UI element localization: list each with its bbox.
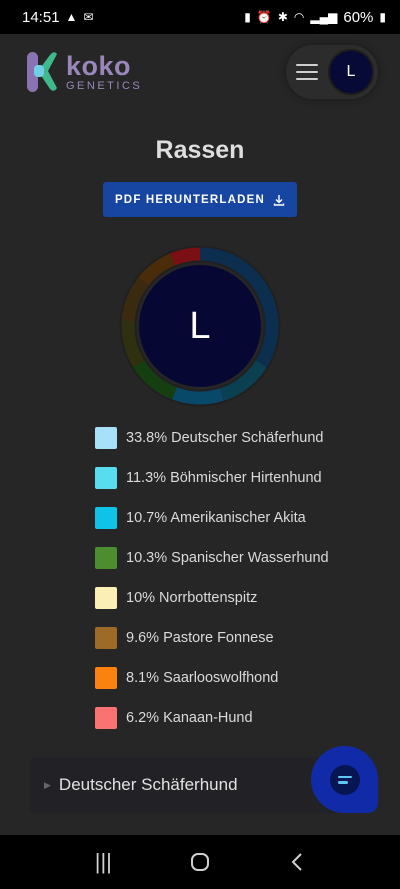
logo-text: koko GENETICS <box>66 50 143 92</box>
donut-segment <box>121 277 149 322</box>
chat-button[interactable] <box>311 746 378 813</box>
legend-swatch <box>95 427 117 449</box>
donut-segment <box>199 247 279 368</box>
app-header: koko GENETICS L <box>0 34 400 110</box>
dog-avatar: L <box>139 265 261 387</box>
android-navbar: ||| <box>0 835 400 889</box>
mail-icon: ✉ <box>83 10 94 24</box>
legend-label: 33.8% Deutscher Schäferhund <box>126 430 324 446</box>
legend-label: 9.6% Pastore Fonnese <box>126 630 274 646</box>
signal-icon: ▂▄▆ <box>310 10 338 24</box>
page-title: Rassen <box>155 136 245 164</box>
legend-label: 8.1% Saarlooswolfhond <box>126 670 279 686</box>
home-icon[interactable] <box>180 842 220 882</box>
legend-swatch <box>95 667 117 689</box>
legend-label: 11.3% Böhmischer Hirtenhund <box>126 470 322 486</box>
status-left: 14:51 ▲ ✉ <box>22 9 94 26</box>
pdf-download-button[interactable]: PDF HERUNTERLADEN <box>103 182 297 217</box>
donut-segment <box>133 360 177 400</box>
wifi-icon: ◠ <box>293 10 305 24</box>
legend-swatch <box>95 547 117 569</box>
breed-donut-chart: L <box>117 243 283 409</box>
legend-label: 10% Norrbottenspitz <box>126 590 258 606</box>
bluetooth-icon: ✱ <box>277 10 288 24</box>
legend-label: 10.7% Amerikanischer Akita <box>126 510 306 526</box>
download-icon <box>273 194 285 206</box>
donut-segment <box>121 320 145 368</box>
legend-swatch <box>95 587 117 609</box>
logo-word: koko <box>66 50 132 81</box>
koko-logo[interactable]: koko GENETICS <box>26 49 142 95</box>
user-avatar-button[interactable]: L <box>328 49 374 95</box>
battery-level: 60% <box>343 8 374 26</box>
legend-swatch <box>95 627 117 649</box>
legend-item: 11.3% Böhmischer Hirtenhund <box>95 458 375 498</box>
breed-accordion[interactable]: ▶ Deutscher Schäferhund <box>30 757 340 813</box>
legend-swatch <box>95 467 117 489</box>
donut-segment <box>170 247 201 266</box>
navigation-icon: ▲ <box>65 10 78 24</box>
legend-item: 33.8% Deutscher Schäferhund <box>95 418 375 458</box>
legend-item: 8.1% Saarlooswolfhond <box>95 658 375 698</box>
back-icon[interactable] <box>277 842 317 882</box>
sim-icon: ▮ <box>244 10 251 24</box>
donut-ring <box>119 245 281 407</box>
legend-item: 10.7% Amerikanischer Akita <box>95 498 375 538</box>
legend-swatch <box>95 707 117 729</box>
legend-item: 10.3% Spanischer Wasserhund <box>95 538 375 578</box>
logo-subtitle: GENETICS <box>66 79 143 92</box>
donut-segment <box>138 253 176 286</box>
legend-swatch <box>95 507 117 529</box>
breed-legend: 33.8% Deutscher Schäferhund 11.3% Böhmisc… <box>95 418 375 738</box>
recent-apps-icon[interactable]: ||| <box>94 849 112 874</box>
status-bar: 14:51 ▲ ✉ ▮ ⏰ ✱ ◠ ▂▄▆ 60% ▮ <box>0 0 400 34</box>
legend-label: 10.3% Spanischer Wasserhund <box>126 550 329 566</box>
status-right: ▮ ⏰ ✱ ◠ ▂▄▆ 60% ▮ <box>244 9 386 26</box>
donut-segment <box>172 387 224 405</box>
chat-icon <box>329 764 360 795</box>
legend-item: 6.2% Kanaan-Hund <box>95 698 375 738</box>
accordion-title: Deutscher Schäferhund <box>58 775 238 794</box>
hamburger-menu-icon[interactable] <box>296 64 318 80</box>
donut-segment <box>219 360 267 401</box>
battery-icon: ▮ <box>379 10 386 24</box>
chevron-right-icon: ▶ <box>44 779 51 790</box>
status-time: 14:51 <box>22 8 60 26</box>
header-actions: L <box>286 45 378 99</box>
koko-logo-icon <box>27 52 57 92</box>
legend-item: 9.6% Pastore Fonnese <box>95 618 375 658</box>
legend-item: 10% Norrbottenspitz <box>95 578 375 618</box>
pdf-download-label: PDF HERUNTERLADEN <box>114 193 266 206</box>
alarm-icon: ⏰ <box>256 10 272 24</box>
legend-label: 6.2% Kanaan-Hund <box>126 710 253 726</box>
